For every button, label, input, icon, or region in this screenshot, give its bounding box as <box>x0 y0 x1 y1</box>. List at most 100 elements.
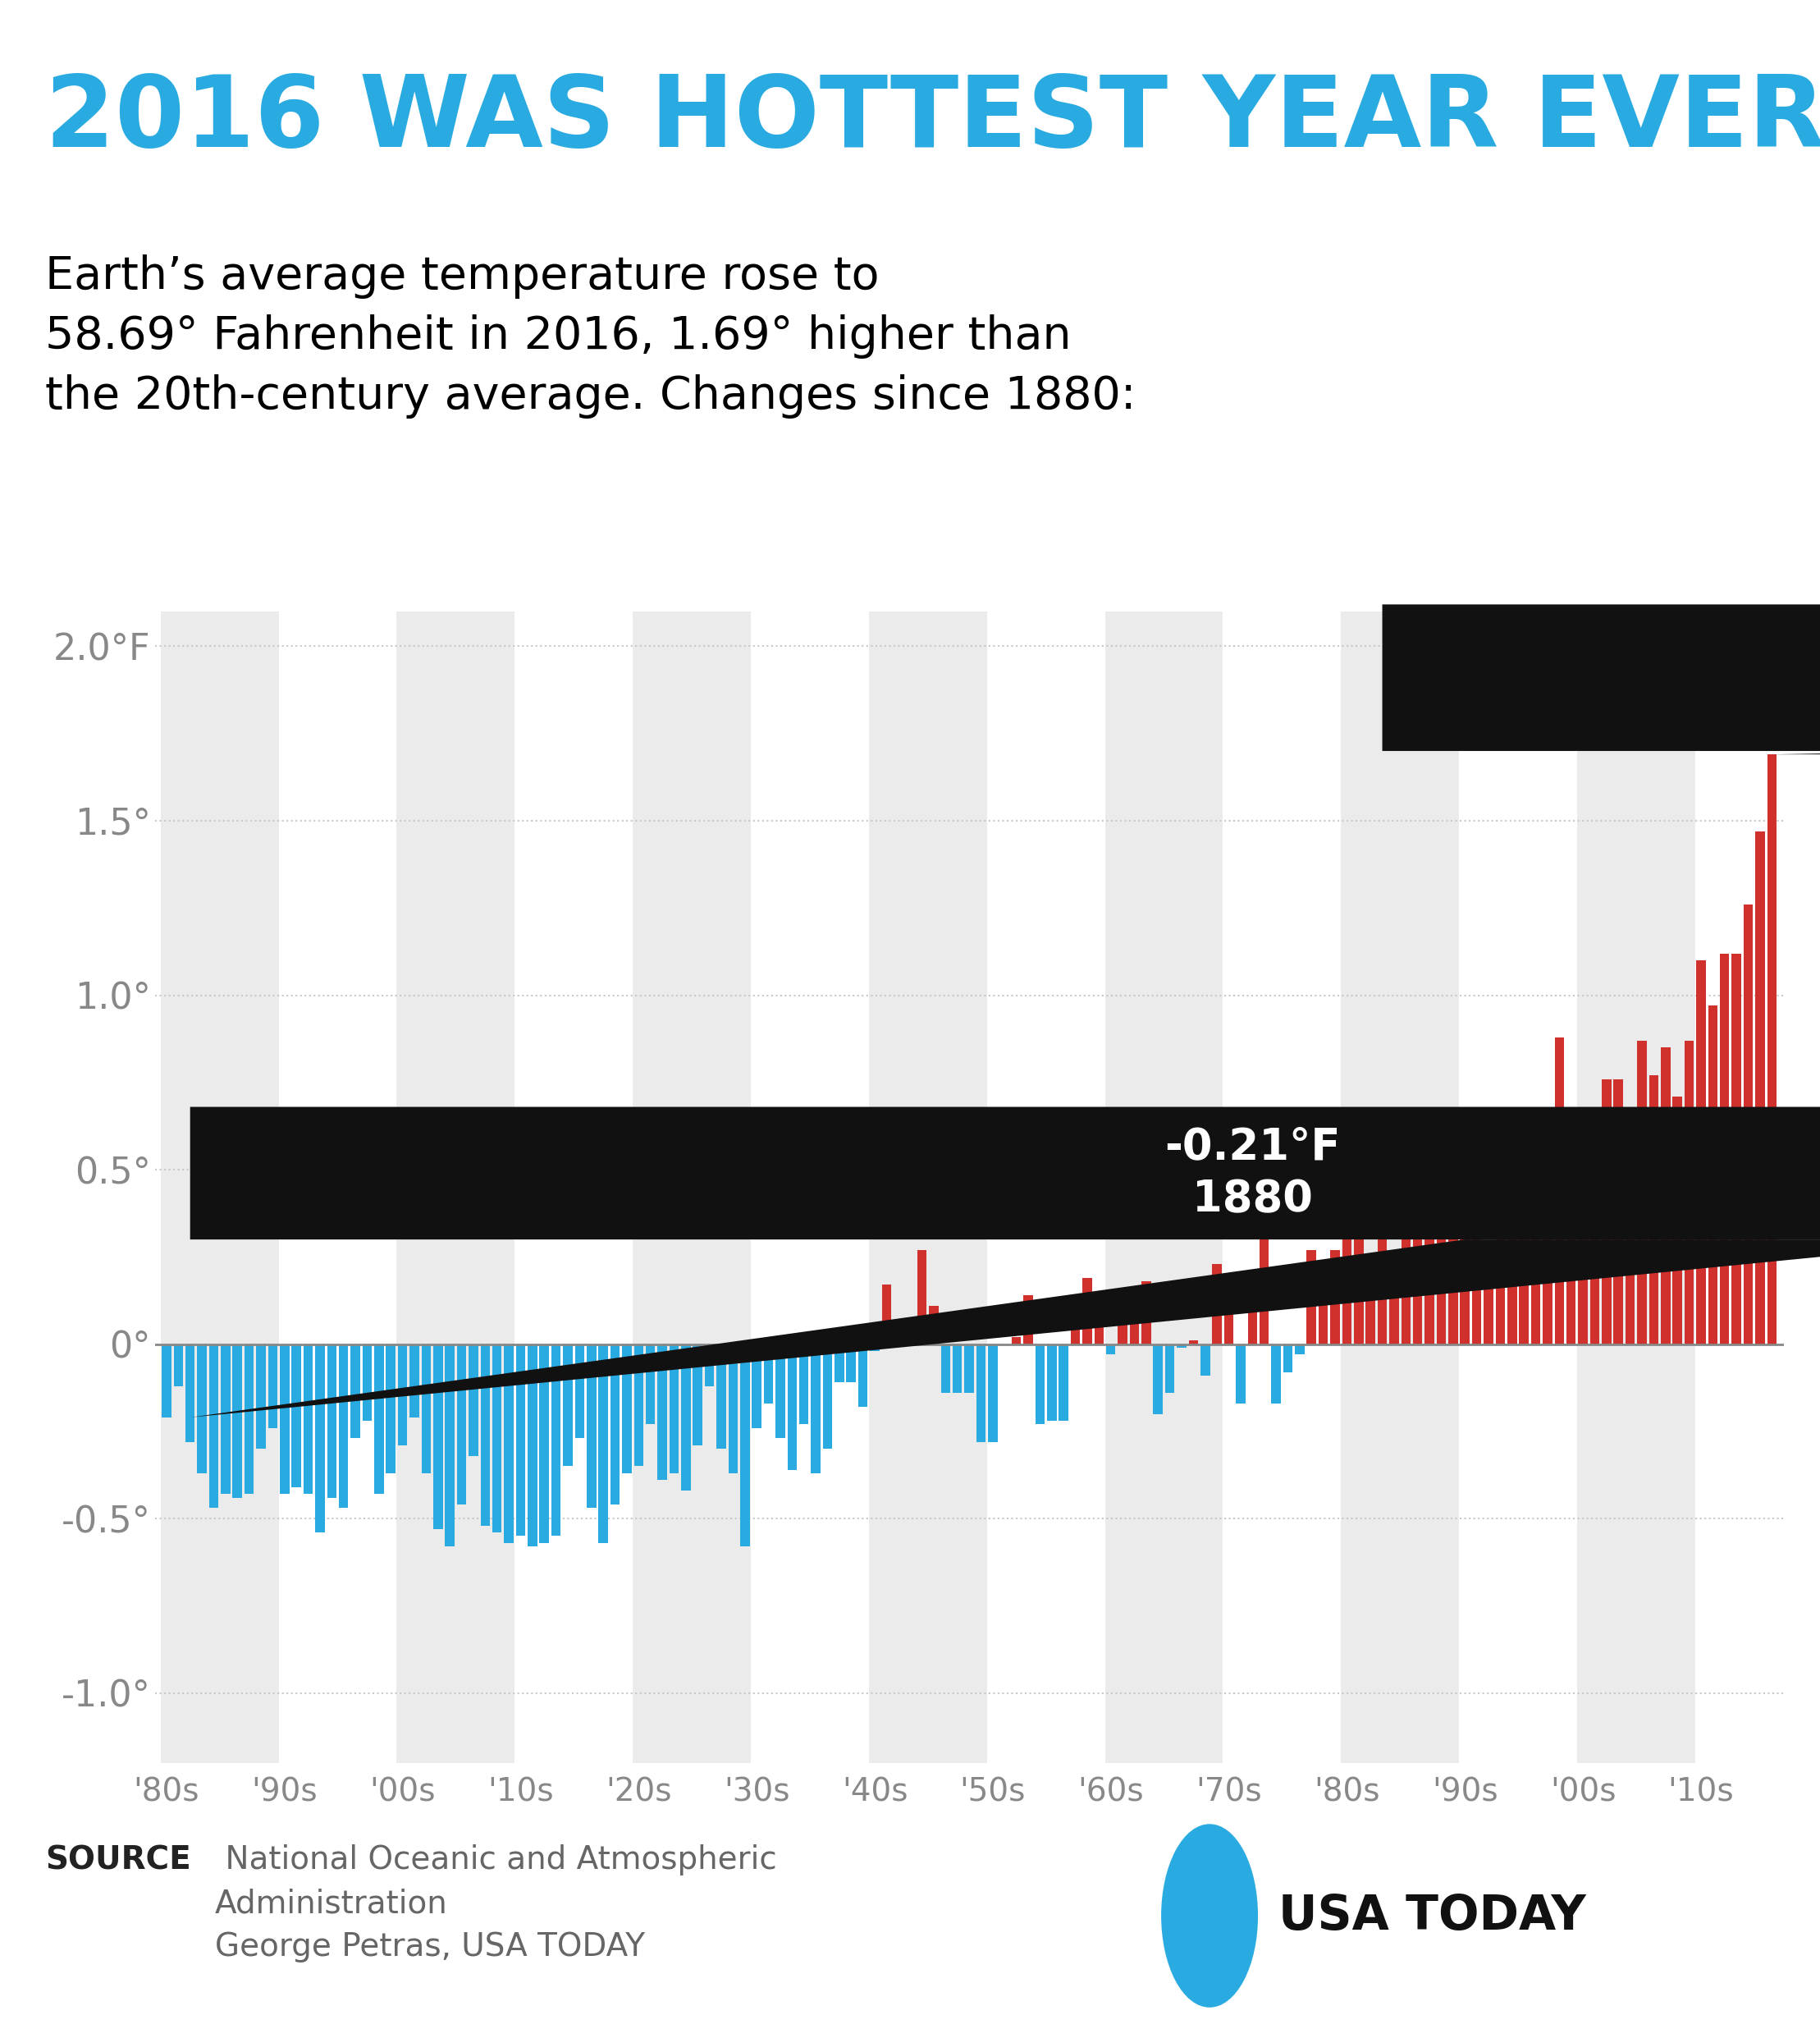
Bar <box>741 1345 750 1547</box>
Bar <box>1673 1096 1682 1345</box>
Bar <box>1117 1312 1127 1345</box>
Bar <box>1141 1282 1150 1345</box>
Bar <box>328 1345 337 1498</box>
Text: Earth’s average temperature rose to
58.69° Fahrenheit in 2016, 1.69° higher than: Earth’s average temperature rose to 58.6… <box>46 255 1136 418</box>
Bar <box>883 1284 892 1345</box>
Bar <box>539 1345 550 1543</box>
Bar <box>1236 1345 1245 1404</box>
Bar <box>976 1345 986 1441</box>
Text: USA TODAY: USA TODAY <box>1279 1893 1587 1938</box>
Bar <box>173 1345 184 1386</box>
Bar <box>446 1345 455 1547</box>
Bar <box>1543 1131 1552 1345</box>
Bar <box>717 1345 726 1449</box>
Bar <box>339 1345 348 1508</box>
Bar <box>1567 1174 1576 1345</box>
Bar <box>1105 611 1223 1763</box>
Bar <box>268 1345 277 1429</box>
Text: National Oceanic and Atmospheric
Administration
George Petras, USA TODAY: National Oceanic and Atmospheric Adminis… <box>215 1844 777 1963</box>
Bar <box>1083 1278 1092 1345</box>
Polygon shape <box>1773 723 1820 754</box>
Bar <box>622 1345 632 1473</box>
Bar <box>657 1345 666 1480</box>
FancyBboxPatch shape <box>189 1107 1820 1239</box>
Bar <box>410 1345 419 1418</box>
Bar <box>633 611 752 1763</box>
Bar <box>788 1345 797 1469</box>
Bar <box>1272 1345 1281 1404</box>
Bar <box>1318 1274 1329 1345</box>
Bar <box>1685 1041 1694 1345</box>
Bar <box>846 1345 855 1382</box>
Bar <box>1094 1296 1103 1345</box>
Bar <box>399 1345 408 1445</box>
Bar <box>1638 1041 1647 1345</box>
Bar <box>1554 1037 1563 1345</box>
Bar <box>1707 1005 1718 1345</box>
Text: SOURCE: SOURCE <box>46 1844 191 1875</box>
Bar <box>870 1345 879 1351</box>
Bar <box>1472 1149 1481 1345</box>
Bar <box>1520 1127 1529 1345</box>
Bar <box>965 1345 974 1394</box>
Bar <box>764 1345 774 1404</box>
Bar <box>244 1345 253 1494</box>
Bar <box>233 1345 242 1498</box>
Bar <box>1483 1249 1492 1345</box>
Polygon shape <box>189 1239 1820 1418</box>
Bar <box>257 1345 266 1449</box>
Bar <box>1578 611 1694 1763</box>
Bar <box>646 1345 655 1425</box>
Bar <box>551 1345 561 1537</box>
Bar <box>1023 1296 1034 1345</box>
Bar <box>1378 1204 1387 1345</box>
Bar <box>528 1345 537 1547</box>
Bar <box>1412 1229 1423 1345</box>
Bar <box>1496 1204 1505 1345</box>
Bar <box>1354 1176 1363 1345</box>
Bar <box>859 1345 868 1406</box>
FancyBboxPatch shape <box>1381 605 1820 750</box>
Bar <box>823 1345 832 1449</box>
Bar <box>375 1345 384 1494</box>
Bar <box>1178 1345 1187 1347</box>
Bar <box>397 611 515 1763</box>
Bar <box>670 1345 679 1473</box>
Bar <box>160 611 278 1763</box>
Bar <box>1165 1345 1174 1394</box>
Bar <box>610 1345 621 1504</box>
Bar <box>1201 1345 1210 1376</box>
Bar <box>162 1345 171 1418</box>
Bar <box>1578 1176 1587 1345</box>
Bar <box>1130 1321 1139 1345</box>
Bar <box>491 1345 502 1533</box>
Bar <box>1614 1078 1623 1345</box>
Bar <box>1012 1337 1021 1345</box>
Bar <box>812 1345 821 1473</box>
Bar <box>1625 1121 1634 1345</box>
Bar <box>186 1345 195 1441</box>
Bar <box>928 1306 939 1345</box>
Bar <box>1046 1345 1056 1420</box>
Bar <box>681 1345 690 1490</box>
Bar <box>197 1345 207 1473</box>
Bar <box>1436 1125 1447 1345</box>
Bar <box>941 1345 950 1394</box>
Bar <box>1225 1308 1234 1345</box>
Bar <box>988 1345 997 1441</box>
Bar <box>575 1345 584 1439</box>
Bar <box>1330 1249 1340 1345</box>
Bar <box>752 1345 761 1429</box>
Bar <box>799 1345 808 1425</box>
Bar <box>1767 754 1776 1345</box>
Bar <box>1507 1190 1516 1345</box>
Bar <box>1662 1048 1671 1345</box>
Bar <box>1365 1278 1376 1345</box>
Bar <box>1341 611 1460 1763</box>
Bar <box>1389 1253 1400 1345</box>
Bar <box>291 1345 300 1488</box>
Bar <box>562 1345 573 1465</box>
Bar <box>1744 905 1753 1345</box>
Bar <box>1307 1249 1316 1345</box>
Bar <box>1294 1345 1305 1355</box>
